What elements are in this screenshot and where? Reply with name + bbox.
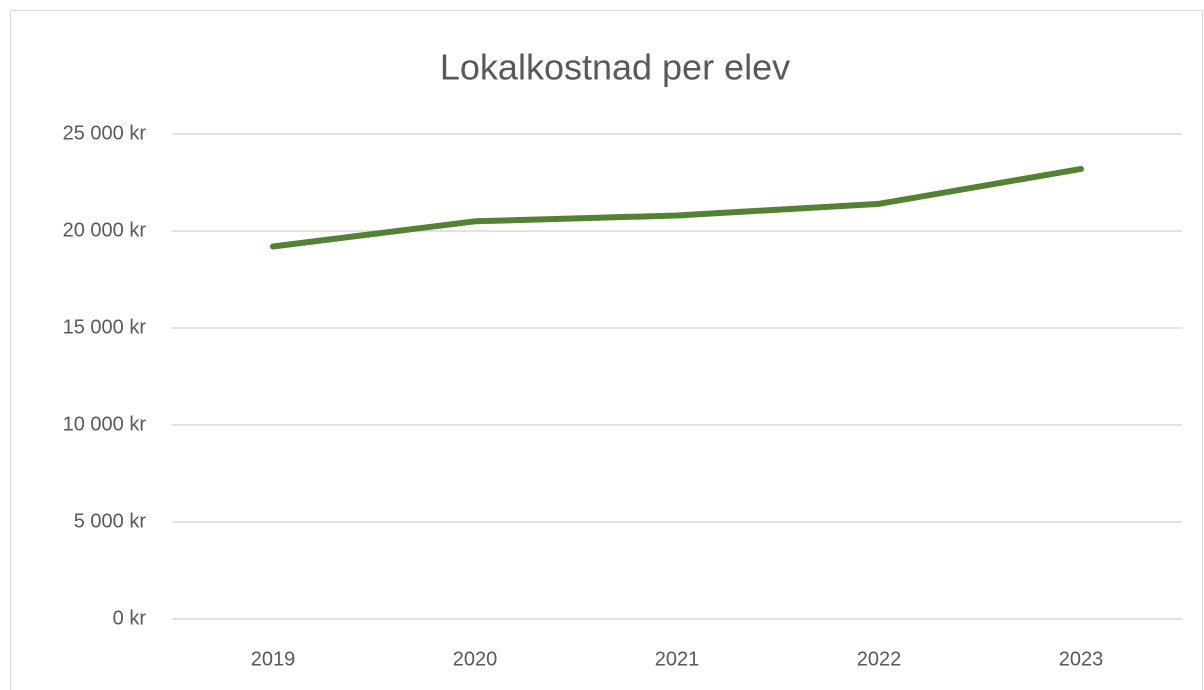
y-tick-label: 25 000 kr [63,122,147,144]
x-tick-label: 2021 [655,648,700,670]
chart-title: Lokalkostnad per elev [440,47,790,88]
x-tick-label: 2023 [1059,648,1104,670]
line [270,165,1084,250]
y-tick-label: 15 000 kr [63,316,147,338]
y-tick-label: 10 000 kr [63,413,147,435]
x-tick-label: 2020 [453,648,498,670]
x-tick-label: 2022 [857,648,902,670]
chart-border [10,10,1203,690]
y-tick-label: 5 000 kr [74,510,147,532]
y-tick-label: 0 kr [113,607,147,629]
x-tick-label: 2019 [251,648,296,670]
y-tick-label: 20 000 kr [63,219,147,241]
